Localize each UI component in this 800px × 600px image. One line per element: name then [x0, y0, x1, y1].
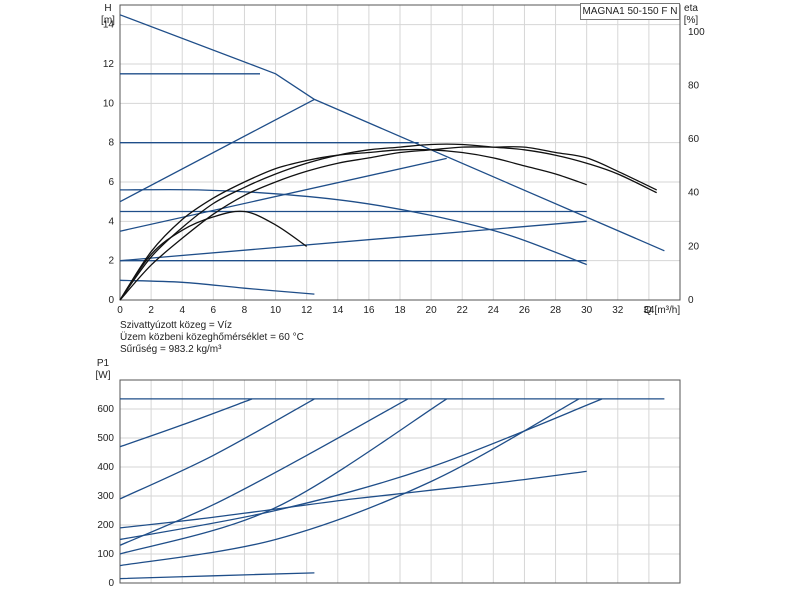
- y-tick-label: 0: [108, 295, 114, 306]
- head-curve: [314, 98, 665, 252]
- y-axis-label: H: [104, 3, 111, 14]
- y2-tick-label: 60: [688, 134, 700, 145]
- power-tick-label: 400: [97, 462, 114, 473]
- power-plot-frame: [119, 379, 681, 584]
- power-tick-label: 0: [108, 578, 114, 589]
- x-tick-label: 28: [550, 305, 562, 316]
- y2-tick-label: 100: [688, 27, 705, 38]
- power-curve: [119, 398, 409, 546]
- head-curve: [119, 279, 315, 295]
- x-tick-label: 20: [426, 305, 438, 316]
- x-tick-label: 22: [457, 305, 469, 316]
- power-tick-label: 300: [97, 491, 114, 502]
- y-tick-label: 10: [103, 98, 115, 109]
- density-info: Sűrűség = 983.2 kg/m³: [120, 344, 222, 355]
- y-axis-unit: [m]: [101, 15, 115, 26]
- y2-tick-label: 80: [688, 80, 700, 91]
- x-tick-label: 30: [581, 305, 593, 316]
- y-tick-label: 2: [108, 256, 114, 267]
- power-curve: [119, 398, 603, 541]
- y-tick-label: 4: [108, 216, 114, 227]
- power-curve: [119, 398, 580, 567]
- power-curve: [119, 470, 587, 529]
- power-curve: [119, 398, 448, 555]
- y2-axis-unit: [%]: [684, 15, 699, 26]
- y2-axis-label: eta: [684, 3, 698, 14]
- x-tick-label: 4: [179, 305, 185, 316]
- x-tick-label: 16: [363, 305, 375, 316]
- x-tick-label: 24: [488, 305, 500, 316]
- power-curve: [119, 572, 315, 580]
- head-curve: [119, 14, 315, 100]
- power-curve: [119, 398, 253, 448]
- x-tick-label: 10: [270, 305, 282, 316]
- efficiency-curve: [119, 210, 308, 301]
- x-tick-label: 18: [394, 305, 406, 316]
- x-tick-label: 2: [148, 305, 154, 316]
- head-plot-frame: [119, 4, 681, 301]
- x-tick-label: 14: [332, 305, 344, 316]
- power-curve: [119, 398, 315, 500]
- efficiency-curve: [119, 143, 657, 301]
- x-axis-label: Q [m³/h]: [644, 305, 680, 316]
- y-tick-label: 8: [108, 138, 114, 149]
- temperature-info: Üzem közbeni közeghőmérséklet = 60 °C: [120, 332, 304, 343]
- power-axis-label: P1: [97, 358, 110, 369]
- y-tick-label: 12: [103, 59, 115, 70]
- x-tick-label: 12: [301, 305, 313, 316]
- y-tick-label: 6: [108, 177, 114, 188]
- head-curve: [119, 98, 315, 203]
- y-tick-label: 14: [103, 20, 115, 31]
- model-label: MAGNA1 50-150 F N: [580, 3, 680, 20]
- y2-tick-label: 20: [688, 241, 700, 252]
- x-tick-label: 0: [117, 305, 123, 316]
- x-tick-label: 8: [242, 305, 248, 316]
- x-tick-label: 34: [643, 305, 655, 316]
- y2-tick-label: 40: [688, 188, 700, 199]
- power-tick-label: 600: [97, 404, 114, 415]
- head-curve: [119, 188, 587, 266]
- power-tick-label: 200: [97, 520, 114, 531]
- efficiency-curve: [119, 148, 587, 301]
- x-tick-label: 32: [612, 305, 624, 316]
- power-tick-label: 100: [97, 549, 114, 560]
- power-tick-label: 500: [97, 433, 114, 444]
- power-axis-unit: [W]: [96, 370, 111, 381]
- head-curve: [119, 220, 587, 262]
- head-curve: [119, 157, 447, 232]
- x-tick-label: 6: [211, 305, 217, 316]
- x-tick-label: 26: [519, 305, 531, 316]
- y2-tick-label: 0: [688, 295, 694, 306]
- medium-info: Szivattyúzott közeg = Víz: [120, 320, 232, 331]
- efficiency-curve: [119, 146, 657, 301]
